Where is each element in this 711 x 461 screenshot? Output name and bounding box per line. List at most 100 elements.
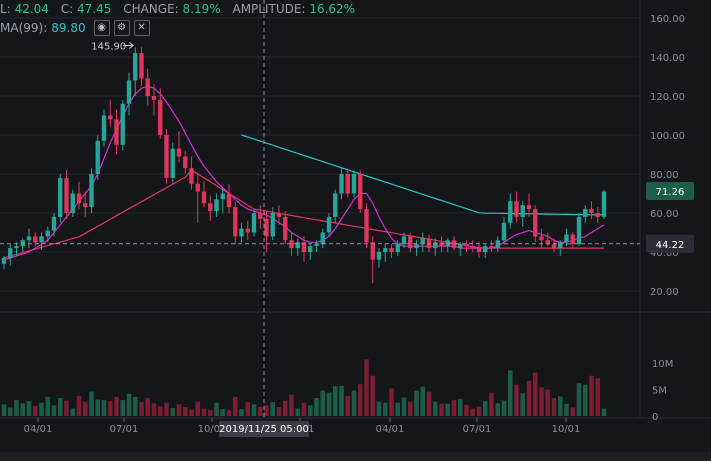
eye-icon[interactable]: ◉: [93, 20, 110, 36]
candle-body: [333, 193, 338, 217]
volume-bar: [395, 402, 400, 416]
candle-body: [201, 191, 207, 204]
volume-bar: [495, 403, 500, 416]
volume-bar: [301, 402, 307, 416]
candle-body: [70, 193, 75, 213]
ma-mid-line: [3, 169, 604, 259]
volume-bar: [376, 401, 382, 416]
candle-body: [258, 213, 263, 219]
volume-bar: [258, 406, 263, 416]
candle-body: [420, 238, 425, 245]
volume-bar: [195, 401, 200, 416]
volume-bar: [45, 396, 50, 416]
candle-body: [383, 248, 388, 252]
close-label: C:: [60, 2, 74, 16]
candle-body: [426, 238, 432, 249]
volume-bar: [101, 400, 107, 416]
volume-bar: [26, 401, 32, 416]
time-tick-label: 10/01: [552, 424, 581, 435]
candle-body: [589, 209, 594, 213]
volume-tick-label: 10M: [652, 359, 673, 370]
volume-bar: [151, 403, 157, 416]
crosshair-time-box: [219, 421, 309, 437]
candle-body: [520, 205, 525, 217]
candle-body: [370, 242, 375, 260]
volume-bar: [233, 396, 238, 416]
volume-bar: [164, 402, 169, 416]
candle-body: [170, 148, 175, 178]
volume-bar: [70, 408, 75, 416]
close-icon[interactable]: ✕: [133, 20, 150, 36]
volume-bar: [439, 403, 444, 416]
volume-bar: [83, 401, 88, 416]
volume-bar: [520, 393, 525, 416]
crosshair-time-label: 2019/11/25 05:00: [219, 424, 309, 435]
low-value: 42.04: [14, 2, 49, 16]
volume-bar: [589, 375, 594, 416]
candle-body: [445, 240, 450, 247]
candle-body: [33, 236, 38, 243]
volume-bar: [426, 391, 432, 416]
volume-bar: [420, 386, 425, 416]
ma-label: MA(99):: [0, 21, 48, 35]
candle-body: [464, 244, 469, 247]
volume-bar: [95, 399, 100, 416]
candle-body: [483, 246, 488, 252]
candle-body: [164, 135, 169, 178]
price-tick-label: 100.00: [650, 131, 685, 142]
ma-indicator-row: MA(99): 89.80 ◉ ⚙ ✕: [0, 20, 150, 36]
candle-body: [283, 216, 288, 241]
candle-body: [114, 119, 119, 145]
price-tick-label: 160.00: [650, 14, 685, 25]
candle-body: [601, 191, 607, 217]
candle-body: [533, 209, 538, 237]
volume-bar: [483, 401, 488, 416]
volume-bar: [51, 405, 57, 416]
candle-body: [233, 207, 238, 237]
candle-body: [76, 193, 82, 204]
candle-body: [95, 140, 100, 174]
candle-body: [395, 244, 400, 252]
ma99-line: [241, 134, 604, 216]
volume-bar: [408, 401, 413, 416]
volume-bar: [295, 408, 300, 416]
candle-body: [501, 222, 507, 241]
candle-body: [470, 246, 475, 249]
volume-bar: [220, 409, 225, 416]
candle-body: [151, 96, 157, 100]
volume-bar: [126, 393, 132, 416]
volume-bar: [564, 403, 569, 416]
candle-body: [1, 257, 7, 264]
price-tick-label: 140.00: [650, 53, 685, 64]
volume-bar: [114, 396, 119, 416]
volume-bar: [464, 404, 469, 416]
volume-bar: [276, 406, 282, 416]
candle-body: [83, 203, 88, 208]
volume-bar: [289, 394, 294, 416]
candle-body: [120, 103, 125, 145]
candle-body: [214, 199, 219, 212]
settings-icon[interactable]: ⚙: [113, 20, 130, 36]
candle-body: [276, 213, 282, 217]
volume-bar: [551, 397, 557, 416]
volume-bar: [401, 397, 407, 416]
volume-bar: [264, 405, 269, 416]
time-tick-label: 07/01: [463, 424, 492, 435]
chart-grid: [0, 0, 711, 419]
crosshair-price-box: [646, 234, 694, 253]
volume-bar: [245, 402, 250, 416]
volume-bar: [583, 384, 588, 416]
volume-bar: [326, 392, 332, 416]
candle-body: [45, 230, 50, 237]
candle-body: [245, 228, 250, 233]
candle-body: [570, 234, 575, 245]
candle-body: [358, 174, 363, 210]
candle-body: [108, 115, 113, 120]
candle-body: [526, 205, 532, 210]
change-value: 8.19%: [182, 2, 221, 16]
candle-body: [133, 53, 138, 81]
candle-body: [558, 242, 563, 249]
volume-bar: [358, 384, 363, 416]
volume-bar: [314, 397, 319, 416]
